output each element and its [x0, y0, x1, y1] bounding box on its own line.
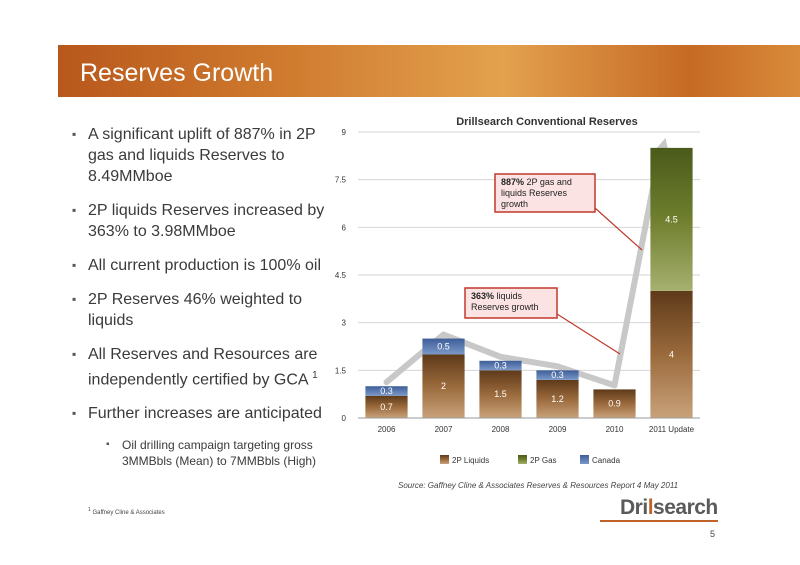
bullet-item: A significant uplift of 887% in 2P gas a… [72, 124, 342, 187]
bar-canada [422, 338, 465, 355]
bullet-superscript: 1 [312, 370, 318, 381]
x-tick-label: 2007 [435, 425, 453, 434]
bar-2p-liquids [536, 379, 579, 418]
y-tick-label: 0 [342, 414, 347, 423]
data-label: 1.2 [551, 394, 564, 404]
bar-2p-liquids [422, 354, 465, 418]
data-label: 4.5 [665, 214, 678, 224]
legend-swatch [518, 455, 527, 464]
bullet-item: Further increases are anticipated [72, 403, 342, 424]
x-tick-label: 2009 [549, 425, 567, 434]
bar-2p-liquids [365, 395, 408, 418]
x-tick-label: 2008 [492, 425, 510, 434]
bullet-item: 2P Reserves 46% weighted to liquids [72, 289, 342, 331]
bar-2p-liquids [593, 389, 636, 418]
bar-2p-liquids [479, 370, 522, 418]
bar-canada [536, 370, 579, 380]
bullet-gca-text: All Reserves and Resources are independe… [88, 346, 318, 389]
legend: 2P Liquids 2P Gas Canada [440, 455, 621, 465]
legend-label: 2P Liquids [452, 456, 489, 465]
y-tick-label: 6 [342, 223, 347, 232]
x-tick-label: 2010 [606, 425, 624, 434]
callout-text: liquids Reserves [501, 188, 568, 198]
bullet-item: All current production is 100% oil [72, 255, 342, 276]
logo-underline [600, 520, 718, 522]
bullet-item-gca: All Reserves and Resources are independe… [72, 344, 342, 390]
y-axis: 0 1.5 3 4.5 6 7.5 9 [335, 128, 347, 423]
data-label: 0.3 [551, 370, 564, 380]
y-tick-label: 1.5 [335, 366, 347, 375]
callout-text: Reserves growth [471, 302, 539, 312]
data-label: 4 [669, 349, 674, 359]
bullet-item: 2P liquids Reserves increased by 363% to… [72, 200, 342, 242]
data-label: 0.7 [380, 402, 393, 412]
drillsearch-logo: Drilsearch [620, 496, 718, 520]
logo-part2: l [647, 496, 654, 519]
bars [365, 147, 693, 418]
title-banner [58, 45, 800, 97]
legend-swatch [440, 455, 449, 464]
logo-part3: search [653, 496, 718, 519]
x-tick-label: 2011 Update [649, 425, 695, 434]
chart-title: Drillsearch Conventional Reserves [456, 116, 638, 128]
y-tick-label: 3 [342, 319, 347, 328]
y-tick-label: 4.5 [335, 271, 347, 280]
reserves-chart: Drillsearch Conventional Reserves 0 1.5 3 4… [335, 116, 700, 465]
footnote-marker: 1 [88, 507, 91, 513]
callout-pointer [594, 207, 643, 251]
callout-box [494, 173, 596, 213]
bar-2p-liquids [650, 290, 693, 418]
data-label: 0.3 [380, 386, 393, 396]
y-tick-label: 7.5 [335, 176, 347, 185]
footnote: 1 Gaffney Cline & Associates [88, 507, 165, 516]
legend-label: 2P Gas [530, 456, 557, 465]
data-label: 0.3 [494, 361, 507, 371]
data-label: 1.5 [494, 389, 507, 399]
callout-box [464, 287, 558, 319]
bar-canada [365, 386, 408, 396]
callout-pointer [556, 313, 621, 355]
source-note: Source: Gaffney Cline & Associates Reser… [398, 481, 679, 490]
footnote-text: Gaffney Cline & Associates [92, 510, 165, 516]
callout-text: growth [501, 199, 528, 209]
data-labels: 0.7 0.3 2 0.5 1.5 0.3 1.2 0.3 0.9 4 4.5 [380, 214, 678, 411]
page-number: 5 [710, 529, 716, 539]
data-label: 2 [441, 381, 446, 391]
data-label: 0.5 [437, 342, 450, 352]
data-label: 0.9 [608, 399, 621, 409]
legend-swatch [580, 455, 589, 464]
x-axis: 2006 2007 2008 2009 2010 2011 Update [358, 417, 700, 434]
slide-title: Reserves Growth [80, 59, 274, 87]
callout-text: 363% liquids [471, 291, 523, 301]
bar-canada [479, 360, 522, 371]
y-tick-label: 9 [342, 128, 347, 137]
x-tick-label: 2006 [378, 425, 396, 434]
callout-text: 887% 2P gas and [501, 177, 572, 187]
legend-label: Canada [592, 456, 621, 465]
bar-2p-gas [650, 147, 693, 291]
bullet-list: A significant uplift of 887% in 2P gas a… [72, 124, 342, 469]
logo-part1: Dri [620, 496, 648, 519]
sub-bullet-item: Oil drilling campaign targeting gross 3M… [106, 437, 342, 469]
